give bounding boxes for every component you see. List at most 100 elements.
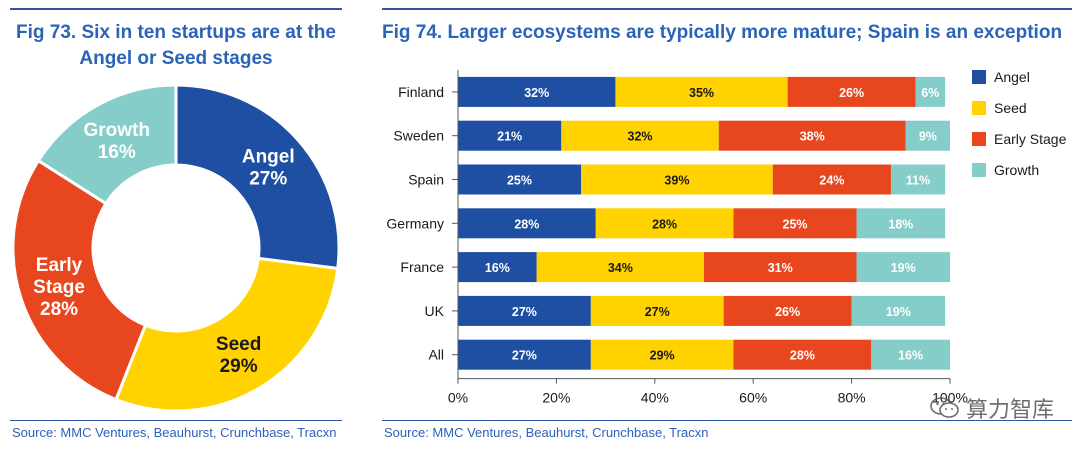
stacked-bar-chart: Finland 32% 35% 26% 6% Sweden 21% 32% 38% 9% Spain… — [386, 69, 1067, 406]
bar-finland-early-stage — [787, 76, 916, 107]
bar-finland-growth — [915, 76, 946, 107]
donut-slice-early-stage — [11, 158, 148, 402]
bar-finland-angel — [458, 76, 616, 107]
bar-spain-early-stage — [772, 164, 891, 195]
fig74-top-rule — [382, 8, 1072, 10]
fig74-source: Source: MMC Ventures, Beauhurst, Crunchb… — [384, 425, 709, 440]
category-label-uk: UK — [425, 303, 445, 319]
bar-spain-angel — [458, 164, 581, 195]
bar-finland-seed — [615, 76, 788, 107]
wechat-icon — [930, 397, 959, 418]
bar-sweden-early-stage — [718, 120, 906, 151]
watermark: 算力智库 — [930, 392, 1054, 424]
category-label-germany: Germany — [386, 215, 444, 231]
fig73-title-line1: Fig 73. Six in ten startups are at the — [16, 22, 336, 43]
data-label-france-early-stage: 31% — [768, 261, 793, 275]
donut-label-angel: Angel — [242, 147, 295, 168]
donut-slice-angel — [174, 83, 341, 271]
fig73-top-rule — [10, 8, 342, 10]
bar-germany-seed — [595, 208, 734, 239]
data-label-germany-angel: 28% — [514, 217, 539, 231]
fig74-title: Fig 74. Larger ecosystems are typically … — [382, 22, 1063, 43]
donut-value-early-stage: 28% — [40, 299, 78, 320]
legend-swatch-growth — [972, 163, 986, 177]
donut-value-seed: 29% — [220, 356, 258, 377]
bar-germany-early-stage — [733, 208, 857, 239]
legend-swatch-seed — [972, 101, 986, 115]
category-label-all: All — [428, 347, 444, 363]
data-label-all-growth: 16% — [898, 349, 923, 363]
donut-label-early-stage: Early — [36, 255, 83, 276]
data-label-germany-early-stage: 25% — [783, 217, 808, 231]
fig73-source: Source: MMC Ventures, Beauhurst, Crunchb… — [12, 425, 337, 440]
data-label-uk-early-stage: 26% — [775, 305, 800, 319]
bar-spain-seed — [581, 164, 773, 195]
data-label-all-early-stage: 28% — [790, 349, 815, 363]
category-label-spain: Spain — [408, 172, 444, 188]
data-label-uk-angel: 27% — [512, 305, 537, 319]
data-label-spain-angel: 25% — [507, 174, 532, 188]
bar-uk-seed — [590, 295, 724, 326]
legend-label-angel: Angel — [994, 69, 1030, 85]
data-label-finland-angel: 32% — [524, 86, 549, 100]
data-label-germany-growth: 18% — [888, 217, 913, 231]
bar-germany-angel — [458, 208, 596, 239]
fig73-panel: Fig 73. Six in ten startups are at the A… — [0, 0, 350, 453]
donut-value-growth: 16% — [98, 142, 136, 163]
fig73-title-line2: Angel or Seed stages — [79, 48, 273, 69]
category-label-sweden: Sweden — [393, 128, 444, 144]
legend-label-growth: Growth — [994, 162, 1039, 178]
x-tick-label-2: 40% — [641, 390, 669, 406]
data-label-all-angel: 27% — [512, 349, 537, 363]
category-label-finland: Finland — [398, 84, 444, 100]
donut-label-growth: Growth — [83, 120, 150, 141]
data-label-sweden-seed: 32% — [628, 130, 653, 144]
bar-sweden-angel — [458, 120, 562, 151]
category-label-france: France — [400, 259, 444, 275]
watermark-text: 算力智库 — [965, 397, 1054, 422]
x-tick-label-3: 60% — [739, 390, 767, 406]
bar-sweden-seed — [561, 120, 719, 151]
donut-label-early-stage: Stage — [33, 277, 85, 298]
bar-spain-growth — [890, 164, 946, 195]
data-label-spain-growth: 11% — [906, 174, 930, 188]
data-label-france-growth: 19% — [891, 261, 916, 275]
legend-swatch-angel — [972, 70, 986, 84]
data-label-uk-growth: 19% — [886, 305, 911, 319]
x-tick-label-0: 0% — [448, 390, 468, 406]
legend-swatch-early-stage — [972, 132, 986, 146]
bar-france-growth — [856, 252, 950, 283]
data-label-all-seed: 29% — [650, 349, 675, 363]
legend-label-early-stage: Early Stage — [994, 131, 1067, 147]
bar-uk-growth — [851, 295, 946, 326]
donut-slice-seed — [114, 256, 340, 413]
bar-all-seed — [590, 339, 734, 370]
bar-france-angel — [458, 252, 537, 283]
data-label-sweden-angel: 21% — [497, 130, 522, 144]
bar-all-angel — [458, 339, 591, 370]
x-tick-label-5: 100% — [932, 390, 968, 406]
x-tick-label-4: 80% — [838, 390, 866, 406]
bar-all-early-stage — [733, 339, 872, 370]
bar-uk-early-stage — [723, 295, 852, 326]
bar-france-early-stage — [704, 252, 857, 283]
bar-uk-angel — [458, 295, 591, 326]
data-label-spain-early-stage: 24% — [819, 174, 844, 188]
data-label-sweden-growth: 9% — [919, 130, 937, 144]
bar-france-seed — [536, 252, 704, 283]
data-label-sweden-early-stage: 38% — [800, 130, 825, 144]
data-label-germany-seed: 28% — [652, 217, 677, 231]
data-label-uk-seed: 27% — [645, 305, 670, 319]
data-label-france-seed: 34% — [608, 261, 633, 275]
fig74-panel: Fig 74. Larger ecosystems are typically … — [372, 0, 1080, 453]
data-label-spain-seed: 39% — [664, 174, 689, 188]
donut-slice-growth — [36, 83, 178, 206]
legend-label-seed: Seed — [994, 100, 1027, 116]
fig73-bottom-rule — [10, 420, 342, 421]
bar-sweden-growth — [905, 120, 950, 151]
donut-value-angel: 27% — [249, 169, 287, 190]
data-label-finland-growth: 6% — [921, 86, 939, 100]
data-label-finland-early-stage: 26% — [839, 86, 864, 100]
bar-germany-growth — [856, 208, 946, 239]
